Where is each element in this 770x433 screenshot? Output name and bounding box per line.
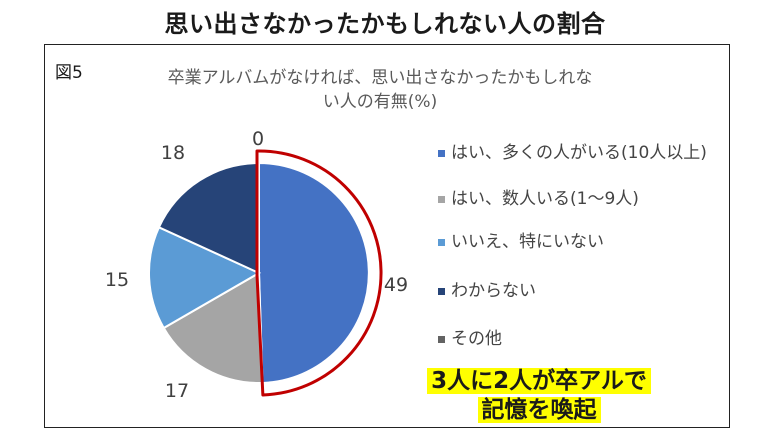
- legend-label: はい、数人いる(1〜9人): [451, 189, 639, 209]
- pie-slice-2: [162, 271, 264, 384]
- legend-label: いいえ、特にいない: [451, 232, 604, 252]
- callout-line-1: 3人に2人が卒アルで: [427, 368, 651, 394]
- legend-label: その他: [451, 329, 502, 349]
- figure-label: 図5: [55, 63, 83, 83]
- page-title: 思い出さなかったかもしれない人の割合: [164, 10, 606, 38]
- callout-note: 3人に2人が卒アルで 記憶を喚起: [412, 367, 666, 425]
- data-label-2: 17: [165, 380, 189, 402]
- callout-line-2: 記憶を喚起: [477, 397, 601, 423]
- legend-swatch: [438, 336, 445, 343]
- highlight-outline: [255, 149, 383, 397]
- pie-slice-4: [157, 161, 260, 275]
- legend-label: はい、多くの人がいる(10人以上): [451, 143, 707, 163]
- chart-title: 卒業アルバムがなければ、思い出さなかったかもしれな い人の有無(%): [120, 66, 640, 114]
- data-label-5: 0: [252, 128, 264, 150]
- data-label-1: 49: [384, 274, 408, 296]
- legend-swatch: [438, 196, 445, 203]
- chart-title-line-2: い人の有無(%): [322, 92, 438, 112]
- data-label-4: 18: [161, 142, 185, 164]
- chart-title-line-1: 卒業アルバムがなければ、思い出さなかったかもしれな: [167, 68, 593, 88]
- legend-item-2: はい、数人いる(1〜9人): [438, 188, 713, 210]
- legend-item-1: はい、多くの人がいる(10人以上): [438, 142, 713, 164]
- legend-swatch: [438, 288, 445, 295]
- legend-item-3: いいえ、特にいない: [438, 231, 713, 253]
- pie-slice-3: [148, 225, 262, 330]
- legend-label: わからない: [451, 281, 536, 301]
- legend-item-4: わからない: [438, 280, 713, 302]
- chart-frame: [44, 44, 730, 428]
- legend-swatch: [438, 150, 445, 157]
- legend-swatch: [438, 239, 445, 246]
- legend-item-5: その他: [438, 328, 713, 350]
- data-label-3: 15: [105, 269, 129, 291]
- pie-slice-1: [258, 161, 370, 384]
